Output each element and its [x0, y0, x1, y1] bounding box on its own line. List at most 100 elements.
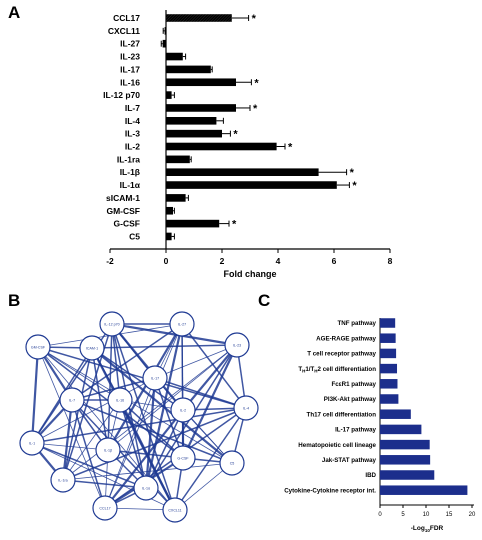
network-node	[224, 332, 250, 358]
a-category-label: sICAM-1	[106, 193, 140, 203]
c-category-label: Hematopoietic cell lineage	[298, 442, 376, 449]
network-node	[92, 495, 118, 521]
network-edge	[182, 344, 238, 459]
c-category-label: AGE-RAGE pathway	[316, 335, 376, 342]
a-tick-label: 6	[332, 256, 337, 266]
c-label-part: 1/T	[305, 366, 314, 373]
network-edge	[91, 344, 238, 349]
network-edge	[71, 399, 106, 509]
c-category-label: T cell receptor pathway	[307, 351, 376, 358]
network-node-label: CXCL11	[168, 508, 181, 512]
c-label-part: 2 cell differentiation	[318, 366, 377, 373]
network-edge	[62, 399, 121, 481]
c-bar	[380, 348, 397, 359]
c-category-label: IBD	[365, 472, 376, 479]
a-bar	[166, 129, 222, 138]
network-nodes: IL-12 p70 IL-27 GM-CSF ICAM-1 IL-23 IL-17 IL-7…	[19, 311, 259, 523]
panel-a: A -2 0 2 4 6 8 ******** CCL17CXCL11IL-27IL-23…	[8, 3, 393, 279]
a-sig-star: *	[352, 180, 357, 192]
network-edge	[154, 344, 238, 379]
network-node	[169, 311, 195, 337]
network-node	[107, 387, 133, 413]
network-node	[233, 395, 259, 421]
a-bar	[166, 219, 220, 228]
network-node	[50, 467, 76, 493]
a-bar	[164, 27, 166, 35]
a-sig-star: *	[254, 77, 259, 89]
network-node-label: G-CSF	[177, 456, 189, 460]
a-sig-star: *	[350, 167, 355, 179]
a-category-label: IL-4	[125, 116, 140, 126]
network-node-label: IL-12 p70	[104, 322, 119, 326]
c-category-label: Th17 cell differentiation	[307, 411, 377, 418]
network-edge	[31, 407, 247, 444]
c-bar	[380, 424, 422, 435]
network-node	[59, 387, 85, 413]
network-edge	[107, 323, 113, 451]
network-edge	[144, 377, 157, 489]
c-bar	[380, 333, 396, 343]
a-category-label: C5	[129, 231, 140, 241]
network-node-label: IL-1β	[104, 448, 112, 452]
network-node-label: ICAM-1	[86, 346, 98, 350]
network-edge	[62, 462, 233, 481]
a-tick-label: 8	[388, 256, 393, 266]
a-bar	[166, 117, 217, 125]
network-edge	[174, 407, 247, 511]
network-node-label: IL-1α	[142, 486, 150, 490]
network-node-label: IL-7	[69, 398, 75, 402]
a-tick-label: 0	[164, 256, 169, 266]
c-category-label: TH1/TH2 cell differentiation	[298, 366, 376, 374]
c-bar	[380, 318, 396, 328]
a-bar	[166, 168, 319, 176]
c-category-label: Jak-STAT pathway	[322, 457, 377, 464]
network-node-label: CCL17	[99, 506, 110, 510]
c-category-label: FcεR1 pathway	[331, 381, 376, 388]
network-node-label: IL-2	[180, 408, 186, 412]
a-bar	[166, 52, 183, 61]
c-tick-label: 5	[401, 512, 405, 518]
network-edge	[91, 347, 109, 451]
network-node-label: IL-23	[233, 343, 241, 347]
network-edge	[91, 347, 184, 411]
c-category-label: PI3K-Akt pathway	[324, 396, 377, 403]
c-tick-label: 20	[469, 512, 476, 518]
network-node	[219, 450, 245, 476]
a-category-label: IL-17	[120, 64, 140, 74]
network-node	[133, 475, 159, 501]
network-node-label: IL-4	[243, 406, 249, 410]
a-sig-star: *	[288, 142, 293, 154]
panel-a-bars: ********	[160, 13, 357, 241]
a-category-label: G-CSF	[114, 219, 140, 229]
a-category-label: IL-16	[120, 77, 140, 87]
network-node-label: C5	[230, 461, 235, 465]
a-bar	[166, 104, 236, 112]
c-label-part: H	[302, 368, 305, 373]
a-category-label: IL-12 p70	[103, 90, 140, 100]
panel-b-letter: B	[8, 291, 20, 310]
network-edge	[154, 377, 184, 459]
panel-a-letter: A	[8, 3, 20, 22]
network-edge	[61, 399, 74, 481]
a-category-label: IL-7	[125, 103, 140, 113]
panel-a-x-label: Fold change	[223, 269, 276, 279]
panel-c-x-label-rest: FDR	[430, 525, 444, 532]
network-node-label: IL-1	[29, 441, 35, 445]
network-node	[142, 365, 168, 391]
network-node-label: IL-16	[116, 398, 124, 402]
c-bar	[380, 363, 398, 374]
network-node-label: IL-1ra	[58, 478, 67, 482]
network-node-label: IL-17	[151, 376, 159, 380]
a-sig-star: *	[253, 103, 258, 115]
network-node	[162, 497, 188, 523]
a-sig-star: *	[232, 219, 237, 231]
c-label-part: T	[298, 366, 302, 373]
panel-c-ticks: 0 5 10 15 20	[378, 505, 476, 518]
network-edge	[104, 409, 184, 509]
panel-a-category-labels: CCL17 CXCL11 IL-27 IL-23 IL-17 IL-16 IL-12 p70…	[103, 13, 141, 241]
a-bar	[166, 14, 232, 22]
network-edge	[37, 346, 106, 509]
a-category-label: IL-3	[125, 129, 140, 139]
